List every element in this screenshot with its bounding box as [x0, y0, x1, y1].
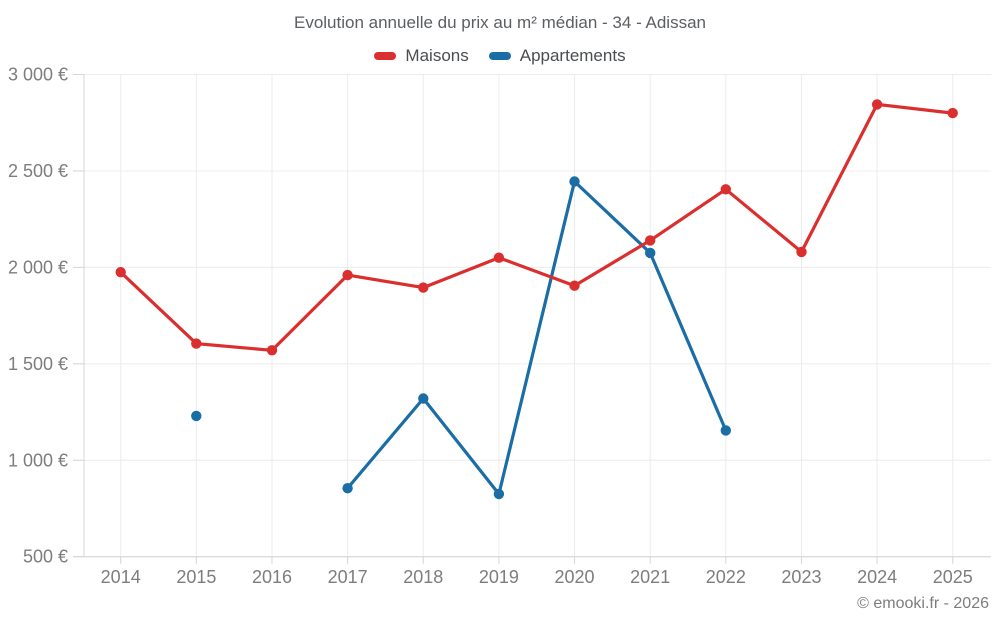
x-tick-label: 2022 — [706, 567, 746, 587]
x-tick-label: 2016 — [252, 567, 292, 587]
y-tick-label: 3 000 € — [8, 65, 68, 85]
x-tick-label: 2021 — [630, 567, 670, 587]
data-point-maisons-2018[interactable] — [418, 282, 429, 293]
chart-legend: Maisons Appartements — [0, 44, 1000, 68]
legend-item-appartements[interactable]: Appartements — [488, 46, 626, 66]
x-tick-label: 2014 — [101, 567, 141, 587]
data-point-maisons-2020[interactable] — [569, 280, 580, 291]
legend-swatch-maisons-icon — [374, 52, 397, 60]
legend-label-maisons: Maisons — [405, 46, 469, 65]
data-point-appartements-2017[interactable] — [342, 483, 353, 494]
x-tick-label: 2017 — [328, 567, 368, 587]
y-tick-label: 2 500 € — [8, 161, 68, 181]
data-point-maisons-2023[interactable] — [796, 246, 807, 258]
data-point-maisons-2014[interactable] — [115, 267, 126, 278]
data-point-maisons-2015[interactable] — [191, 338, 202, 349]
data-point-appartements-2022[interactable] — [720, 425, 731, 436]
data-point-maisons-2016[interactable] — [266, 345, 278, 356]
legend-swatch-appartements-icon — [488, 52, 511, 60]
x-tick-label: 2019 — [479, 567, 519, 587]
series-line-maisons — [119, 102, 955, 352]
x-tick-label: 2020 — [555, 567, 595, 587]
legend-item-maisons[interactable]: Maisons — [374, 46, 469, 66]
x-tick-label: 2015 — [176, 567, 216, 587]
legend-label-appartements: Appartements — [519, 46, 626, 65]
data-point-maisons-2019[interactable] — [493, 252, 505, 263]
data-point-maisons-2021[interactable] — [645, 235, 656, 246]
data-point-appartements-2019[interactable] — [493, 488, 505, 500]
data-point-maisons-2022[interactable] — [720, 184, 731, 195]
chart-title: Evolution annuelle du prix au m² médian … — [293, 13, 706, 32]
x-tick-label: 2018 — [403, 567, 443, 587]
data-point-appartements-2021[interactable] — [645, 247, 656, 259]
y-tick-label: 1 500 € — [8, 354, 68, 374]
x-tick-label: 2024 — [857, 567, 897, 587]
data-point-appartements-2020[interactable] — [569, 176, 580, 187]
copyright-credit: © emooki.fr - 2026 — [857, 595, 989, 612]
data-point-appartements-2018[interactable] — [418, 393, 429, 404]
x-tick-label: 2025 — [933, 567, 973, 587]
x-tick-label: 2023 — [781, 567, 821, 587]
data-point-maisons-2024[interactable] — [871, 99, 883, 110]
data-point-appartements-2015[interactable] — [191, 410, 202, 422]
series-line-appartements — [346, 179, 728, 496]
y-tick-label: 1 000 € — [8, 450, 68, 470]
data-point-maisons-2025[interactable] — [947, 107, 958, 119]
y-tick-label: 2 000 € — [8, 257, 68, 277]
data-point-maisons-2017[interactable] — [342, 269, 353, 281]
y-tick-label: 500 € — [23, 547, 68, 567]
